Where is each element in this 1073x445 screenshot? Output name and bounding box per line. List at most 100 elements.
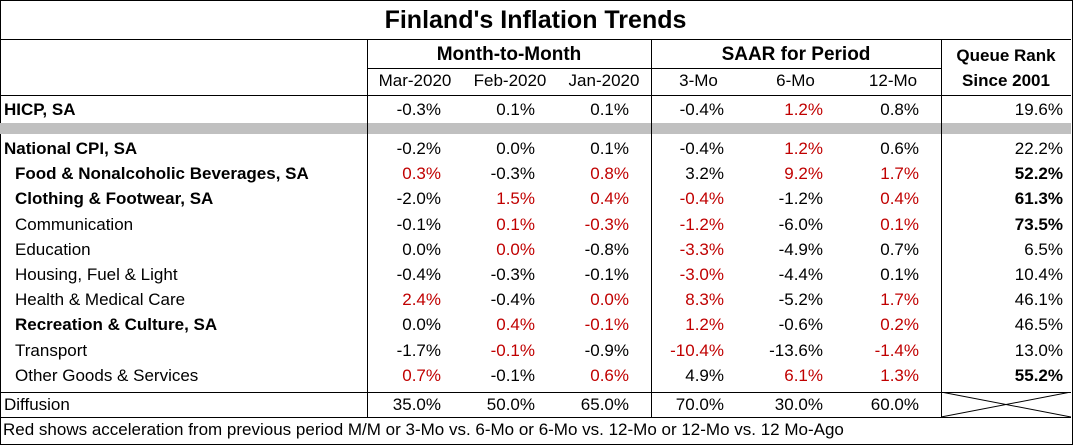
value-cell: 4.9%	[685, 366, 724, 385]
column-header: Feb-2020	[473, 71, 547, 90]
hicp-label: HICP, SA	[4, 100, 76, 119]
value-cell: 1.2%	[784, 100, 823, 119]
rank-cell: 73.5%	[1014, 215, 1063, 234]
header-month-to-month: Month-to-Month	[436, 44, 582, 65]
value-cell: 0.8%	[880, 100, 919, 119]
value-cell: -4.4%	[778, 265, 823, 284]
rank-cell: 46.5%	[1014, 315, 1063, 334]
value-cell: 1.5%	[496, 189, 535, 208]
rank-cell: 10.4%	[1014, 265, 1063, 284]
value-cell: 1.2%	[685, 315, 724, 334]
value-cell: -3.0%	[679, 265, 724, 284]
rank-cell: 52.2%	[1014, 164, 1063, 183]
value-cell: 6.1%	[784, 366, 823, 385]
value-cell: -0.4%	[679, 189, 724, 208]
row-label: National CPI, SA	[4, 139, 138, 158]
value-cell: 50.0%	[486, 395, 535, 414]
value-cell: 0.0%	[496, 139, 535, 158]
rank-cell: 61.3%	[1014, 189, 1063, 208]
separator-band	[0, 123, 1071, 134]
value-cell: -0.6%	[778, 315, 823, 334]
value-cell: 0.4%	[880, 189, 919, 208]
value-cell: -2.0%	[396, 189, 441, 208]
value-cell: -4.9%	[778, 240, 823, 259]
value-cell: -1.2%	[778, 189, 823, 208]
saar-rank-rule	[941, 39, 942, 417]
value-cell: 0.2%	[880, 315, 919, 334]
value-cell: 1.2%	[784, 139, 823, 158]
value-cell: 0.0%	[402, 315, 441, 334]
value-cell: 0.8%	[590, 164, 629, 183]
value-cell: 0.0%	[590, 290, 629, 309]
row-label: Food & Nonalcoholic Beverages, SA	[15, 164, 309, 183]
value-cell: -0.1%	[490, 366, 535, 385]
value-cell: -3.3%	[679, 240, 724, 259]
value-cell: -0.1%	[584, 315, 629, 334]
column-header: 12-Mo	[868, 71, 918, 90]
value-cell: -6.0%	[778, 215, 823, 234]
column-header: Jan-2020	[568, 71, 640, 90]
value-cell: 0.1%	[590, 100, 629, 119]
value-cell: 0.0%	[402, 240, 441, 259]
value-cell: -13.6%	[769, 341, 823, 360]
diffusion-bottom-rule	[0, 417, 1071, 418]
diffusion-rank-cross	[941, 392, 1071, 417]
value-cell: 60.0%	[870, 395, 919, 414]
value-cell: 0.3%	[402, 164, 441, 183]
rank-cell: 55.2%	[1014, 366, 1063, 385]
group-rule	[367, 68, 941, 69]
row-label: Housing, Fuel & Light	[15, 265, 178, 284]
rank-cell: 46.1%	[1014, 290, 1063, 309]
value-cell: 0.7%	[402, 366, 441, 385]
value-cell: 0.4%	[590, 189, 629, 208]
rank-cell: 13.0%	[1014, 341, 1063, 360]
value-cell: -1.2%	[679, 215, 724, 234]
value-cell: -0.3%	[490, 164, 535, 183]
value-cell: 0.1%	[880, 265, 919, 284]
value-cell: -5.2%	[778, 290, 823, 309]
value-cell: 70.0%	[675, 395, 724, 414]
row-label: Clothing & Footwear, SA	[15, 189, 214, 208]
row-label: Health & Medical Care	[15, 290, 186, 309]
value-cell: -0.8%	[584, 240, 629, 259]
rank-cell: 22.2%	[1014, 139, 1063, 158]
diffusion-top-rule	[0, 392, 1071, 393]
value-cell: 1.3%	[880, 366, 919, 385]
row-label: Education	[15, 240, 91, 259]
value-cell: -0.4%	[679, 139, 724, 158]
value-cell: -0.4%	[679, 100, 724, 119]
value-cell: -10.4%	[670, 341, 724, 360]
value-cell: 1.7%	[880, 164, 919, 183]
value-cell: 3.2%	[685, 164, 724, 183]
value-cell: -0.3%	[490, 265, 535, 284]
row-label: Recreation & Culture, SA	[15, 315, 218, 334]
value-cell: 9.2%	[784, 164, 823, 183]
value-cell: 0.6%	[880, 139, 919, 158]
value-cell: 0.4%	[496, 315, 535, 334]
value-cell: 1.7%	[880, 290, 919, 309]
value-cell: -0.1%	[490, 341, 535, 360]
value-cell: 2.4%	[402, 290, 441, 309]
value-cell: 0.7%	[880, 240, 919, 259]
value-cell: -0.1%	[584, 265, 629, 284]
column-header: 3-Mo	[679, 71, 718, 90]
value-cell: 35.0%	[392, 395, 441, 414]
value-cell: 0.1%	[590, 139, 629, 158]
label-col-rule	[367, 39, 368, 417]
header-queue-rank: Queue Rank	[956, 46, 1056, 65]
value-cell: -0.4%	[396, 265, 441, 284]
row-label: Communication	[15, 215, 134, 234]
value-cell: 0.0%	[496, 240, 535, 259]
value-cell: 30.0%	[774, 395, 823, 414]
mtm-saar-rule	[651, 39, 652, 417]
column-header: Mar-2020	[378, 71, 452, 90]
value-cell: 8.3%	[685, 290, 724, 309]
title-rule	[0, 39, 1071, 40]
value-cell: 0.6%	[590, 366, 629, 385]
value-cell: -1.7%	[396, 341, 441, 360]
diffusion-label: Diffusion	[4, 395, 70, 414]
value-cell: -0.3%	[584, 215, 629, 234]
value-cell: -0.9%	[584, 341, 629, 360]
header-since-2001: Since 2001	[962, 71, 1050, 90]
header-rule	[0, 95, 1071, 96]
